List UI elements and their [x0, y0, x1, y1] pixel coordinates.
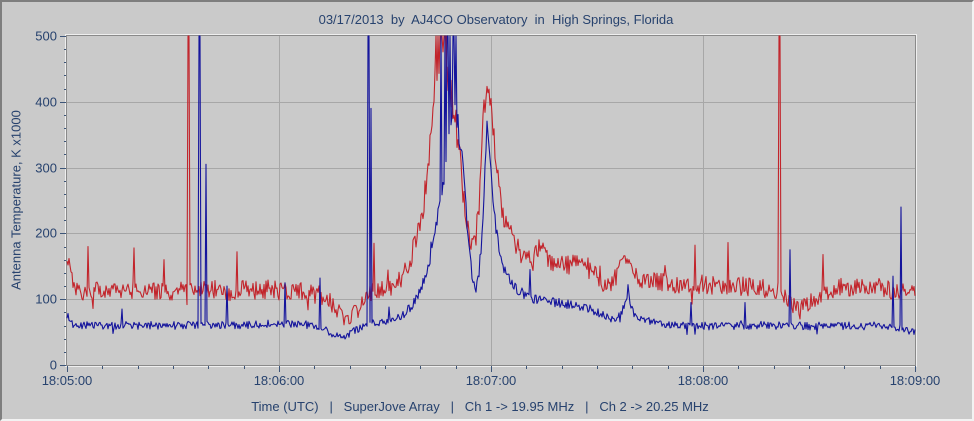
plot-frame — [66, 35, 916, 366]
x-tick-label: 18:07:00 — [466, 373, 517, 388]
y-tick-label: 500 — [35, 29, 57, 44]
x-tick-label: 18:06:00 — [254, 373, 305, 388]
y-tick-label: 0 — [50, 358, 57, 373]
trace-ch1 — [66, 35, 916, 326]
y-tick-label: 300 — [35, 161, 57, 176]
chart-title: 03/17/2013 by AJ4CO Observatory in High … — [318, 12, 674, 27]
y-tick-label: 200 — [35, 226, 57, 241]
x-tick-label: 18:05:00 — [42, 373, 93, 388]
x-tick-label: 18:08:00 — [678, 373, 729, 388]
y-tick-label: 400 — [35, 95, 57, 110]
x-axis-title: Time (UTC) | SuperJove Array | Ch 1 -> 1… — [251, 399, 709, 414]
x-tick-label: 18:09:00 — [890, 373, 941, 388]
trace-ch2 — [66, 35, 916, 340]
y-tick-label: 100 — [35, 292, 57, 307]
